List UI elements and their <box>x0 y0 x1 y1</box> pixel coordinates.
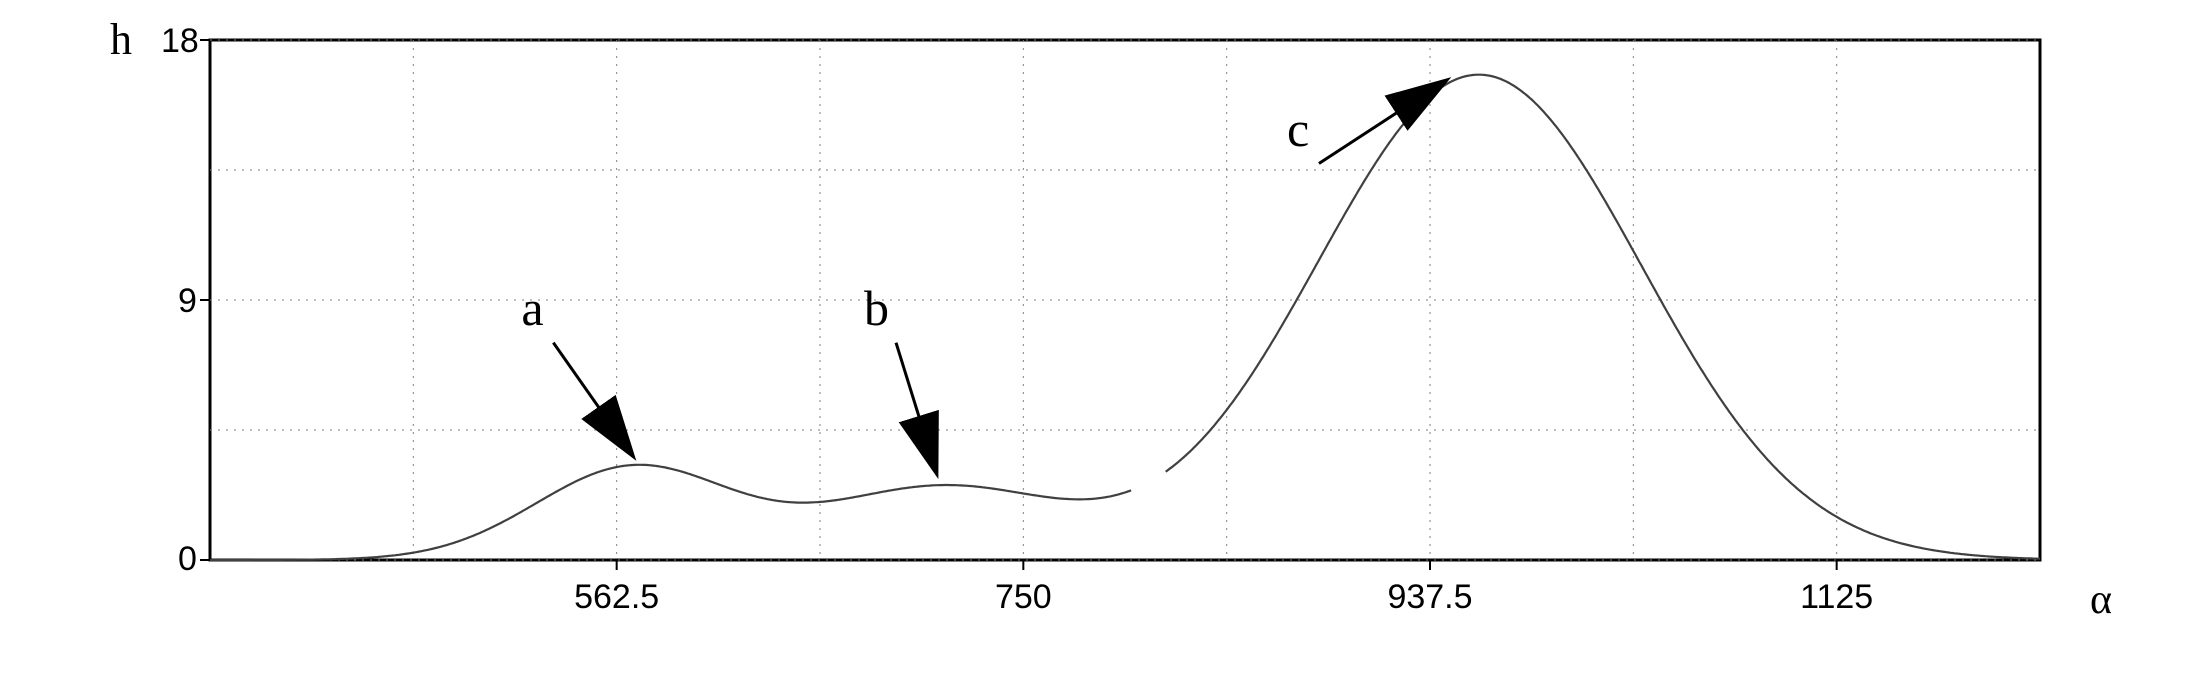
plot-svg: 562.5 750 937.5 1125 <box>0 0 2198 696</box>
x-tick-1125: 1125 <box>1800 578 1873 616</box>
x-tick-750: 750 <box>995 578 1052 616</box>
chart-container: h 18 9 0 562.5750937.51125 α a b c <box>0 0 2198 696</box>
x-tick-562.5: 562.5 <box>574 578 659 616</box>
peak-label-c: c <box>1287 100 1309 158</box>
x-tick-937.5: 937.5 <box>1387 578 1472 616</box>
peak-label-b: b <box>864 279 889 337</box>
peak-label-a: a <box>521 279 543 337</box>
x-axis-label: α <box>2090 576 2112 624</box>
